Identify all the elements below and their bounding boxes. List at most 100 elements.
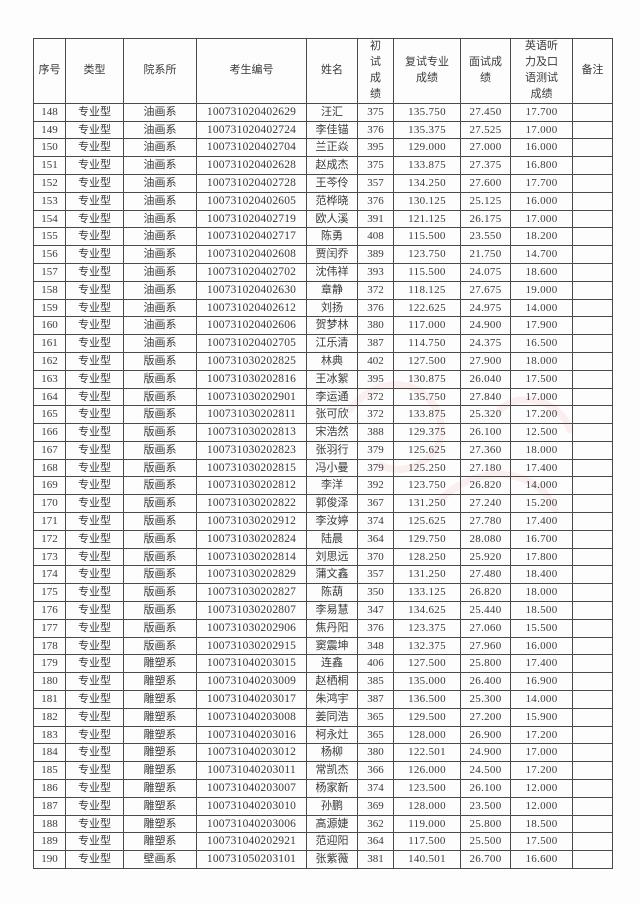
cell-initial-score: 369 [357, 796, 394, 816]
cell-english-listening-speaking-score: 17.000 [510, 387, 573, 407]
cell-candidate-no: 100731030202814 [196, 547, 307, 567]
cell-index: 168 [33, 458, 66, 478]
cell-english-listening-speaking-score: 17.000 [510, 743, 573, 763]
cell-interview-score: 27.180 [460, 458, 511, 478]
cell-remarks [572, 814, 613, 834]
table-row: 168 专业型 版画系 100731030202815 冯小曼 379 125.250 27.… [33, 458, 613, 478]
cell-candidate-no: 100731040203007 [196, 779, 307, 798]
cell-index: 175 [33, 583, 66, 603]
cell-type: 专业型 [65, 440, 124, 460]
cell-remarks [572, 547, 613, 567]
cell-name: 姜同浩 [306, 707, 358, 727]
cell-remarks [572, 707, 613, 727]
cell-department: 版画系 [123, 458, 197, 478]
table-row: 160 专业型 油画系 100731020402606 贺梦林 380 117.000 24.… [33, 316, 613, 336]
cell-remarks [572, 138, 613, 158]
cell-remarks [572, 529, 613, 549]
cell-retest-major-score: 134.625 [393, 601, 461, 620]
cell-english-listening-speaking-score: 18.000 [510, 583, 573, 603]
cell-department: 油画系 [123, 120, 197, 140]
cell-initial-score: 376 [357, 120, 394, 140]
table-row: 170 专业型 版画系 100731030202822 郭俊泽 367 131.250 27.… [33, 494, 613, 514]
cell-remarks [572, 743, 613, 763]
cell-type: 专业型 [65, 636, 124, 656]
cell-retest-major-score: 115.500 [393, 262, 461, 282]
cell-remarks [572, 601, 613, 620]
cell-interview-score: 26.100 [460, 779, 511, 798]
table-row: 153 专业型 油画系 100731020402605 范桦晓 376 130.125 25.… [33, 191, 613, 211]
cell-candidate-no: 100731030202901 [196, 387, 307, 407]
table-row: 176 专业型 版画系 100731030202807 李易慧 347 134.625 25.… [33, 601, 613, 620]
cell-initial-score: 380 [357, 743, 394, 763]
cell-interview-score: 27.675 [460, 280, 511, 300]
cell-type: 专业型 [65, 316, 124, 336]
cell-initial-score: 387 [357, 334, 394, 353]
cell-english-listening-speaking-score: 12.000 [510, 796, 573, 816]
cell-retest-major-score: 133.875 [393, 405, 461, 425]
cell-english-listening-speaking-score: 16.600 [510, 850, 573, 870]
cell-interview-score: 27.200 [460, 707, 511, 727]
cell-candidate-no: 100731020402728 [196, 173, 307, 193]
cell-interview-score: 27.840 [460, 387, 511, 407]
cell-initial-score: 374 [357, 512, 394, 531]
cell-type: 专业型 [65, 743, 124, 763]
cell-name: 李汝婷 [306, 512, 358, 531]
cell-department: 雕塑系 [123, 672, 197, 692]
cell-name: 李佳锚 [306, 120, 358, 140]
cell-interview-score: 27.360 [460, 440, 511, 460]
table-row: 166 专业型 版画系 100731030202813 宋浩然 388 129.375 26.… [33, 423, 613, 442]
cell-index: 161 [33, 334, 66, 353]
cell-department: 雕塑系 [123, 814, 197, 834]
cell-initial-score: 357 [357, 173, 394, 193]
cell-retest-major-score: 131.250 [393, 565, 461, 585]
cell-initial-score: 380 [357, 316, 394, 336]
cell-department: 版画系 [123, 405, 197, 425]
cell-english-listening-speaking-score: 12.500 [510, 423, 573, 442]
cell-candidate-no: 100731020402719 [196, 209, 307, 229]
cell-index: 183 [33, 725, 66, 745]
cell-initial-score: 387 [357, 690, 394, 709]
cell-index: 190 [33, 850, 66, 870]
column-header-initial-score: 初试成绩 [357, 38, 394, 104]
cell-initial-score: 381 [357, 850, 394, 870]
cell-initial-score: 347 [357, 601, 394, 620]
cell-retest-major-score: 122.501 [393, 743, 461, 763]
cell-type: 专业型 [65, 761, 124, 781]
cell-candidate-no: 100731020402630 [196, 280, 307, 300]
cell-index: 155 [33, 227, 66, 247]
cell-candidate-no: 100731030202912 [196, 512, 307, 531]
cell-index: 178 [33, 636, 66, 656]
cell-remarks [572, 156, 613, 175]
cell-candidate-no: 100731020402612 [196, 298, 307, 318]
table-row: 173 专业型 版画系 100731030202814 刘思远 370 128.250 25.… [33, 547, 613, 567]
cell-type: 专业型 [65, 351, 124, 371]
table-row: 149 专业型 油画系 100731020402724 李佳锚 376 135.375 27.… [33, 120, 613, 140]
cell-interview-score: 23.550 [460, 227, 511, 247]
cell-department: 版画系 [123, 565, 197, 585]
header-row: 序号 类型 院系所 考生编号 姓名 初试成绩 复试专业成绩 面试成绩 英语听力及口语测试成绩 备注 [33, 38, 613, 104]
cell-english-listening-speaking-score: 17.400 [510, 458, 573, 478]
cell-remarks [572, 672, 613, 692]
table-row: 151 专业型 油画系 100731020402628 赵成杰 375 133.875 27.… [33, 156, 613, 175]
cell-type: 专业型 [65, 245, 124, 264]
cell-remarks [572, 725, 613, 745]
cell-interview-score: 27.060 [460, 618, 511, 638]
cell-interview-score: 26.900 [460, 725, 511, 745]
cell-index: 165 [33, 405, 66, 425]
cell-type: 专业型 [65, 618, 124, 638]
table-row: 152 专业型 油画系 100731020402728 王芩伶 357 134.250 27.… [33, 173, 613, 193]
cell-name: 贾闰乔 [306, 245, 358, 264]
cell-index: 148 [33, 102, 66, 122]
cell-english-listening-speaking-score: 15.200 [510, 494, 573, 514]
table-row: 164 专业型 版画系 100731030202901 李运通 372 135.750 27.… [33, 387, 613, 407]
cell-type: 专业型 [65, 209, 124, 229]
cell-candidate-no: 100731050203101 [196, 850, 307, 870]
cell-remarks [572, 458, 613, 478]
cell-english-listening-speaking-score: 15.500 [510, 618, 573, 638]
cell-english-listening-speaking-score: 14.700 [510, 245, 573, 264]
cell-department: 版画系 [123, 423, 197, 442]
cell-type: 专业型 [65, 601, 124, 620]
cell-remarks [572, 690, 613, 709]
table-row: 171 专业型 版画系 100731030202912 李汝婷 374 125.625 27.… [33, 512, 613, 531]
table-row: 161 专业型 油画系 100731020402705 江乐清 387 114.750 24.… [33, 334, 613, 353]
